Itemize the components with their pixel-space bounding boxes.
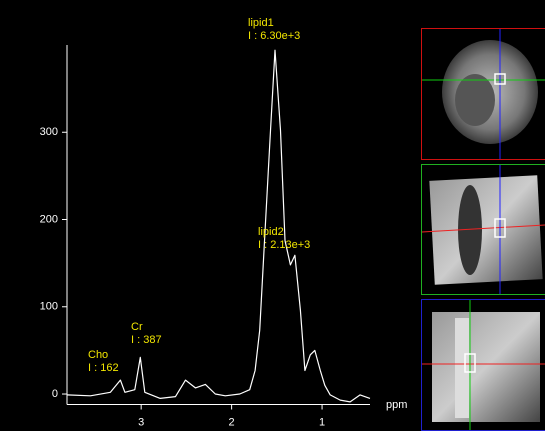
peak-integral: I : 387 — [131, 334, 162, 346]
x-tick-label: 2 — [229, 416, 235, 428]
x-tick-label: 1 — [319, 416, 325, 428]
x-tick-label: 3 — [138, 416, 144, 428]
peak-integral: I : 2.13e+3 — [258, 239, 310, 251]
spectrum-viewer: ppm 0 100 200 300 3 2 1 ChoI : 162 CrI : 387 lipi… — [0, 0, 545, 431]
y-tick-label: 300 — [40, 126, 58, 138]
peak-name: lipid2 — [258, 226, 284, 238]
y-tick-label: 200 — [40, 213, 58, 225]
coronal-view[interactable] — [422, 165, 545, 295]
y-tick-label: 100 — [40, 301, 58, 313]
peak-name: lipid1 — [248, 17, 274, 29]
x-axis-label: ppm — [386, 399, 407, 411]
sagittal-view[interactable] — [422, 300, 545, 431]
y-tick-label: 0 — [52, 388, 58, 400]
peak-integral: I : 6.30e+3 — [248, 30, 300, 42]
peak-name: Cr — [131, 321, 143, 333]
axial-view[interactable] — [422, 29, 545, 160]
peak-name: Cho — [88, 349, 108, 361]
peak-integral: I : 162 — [88, 362, 119, 374]
